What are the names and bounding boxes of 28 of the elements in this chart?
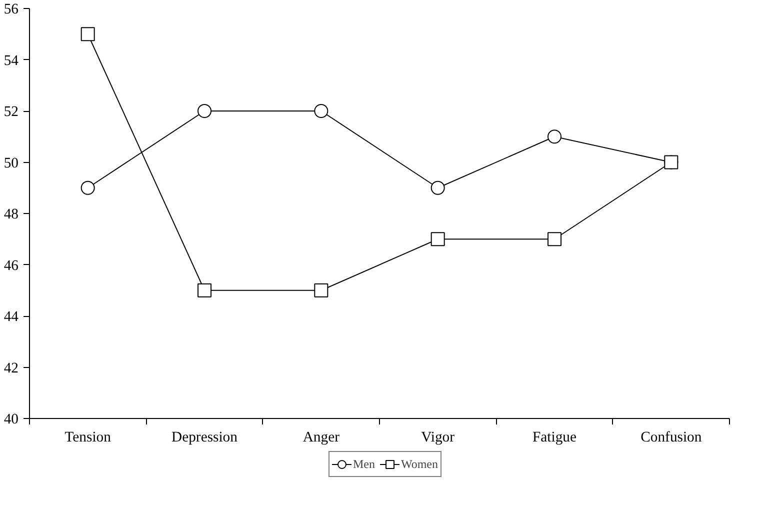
x-tick-label: Anger bbox=[302, 430, 340, 446]
point bbox=[430, 232, 445, 246]
point bbox=[314, 104, 328, 118]
x-tick-label: Fatigue bbox=[532, 430, 576, 446]
y-tick-label: 56 bbox=[4, 2, 18, 18]
y-tick-label: 46 bbox=[4, 258, 18, 274]
x-tick-label: Depression bbox=[172, 430, 238, 446]
y-tick-label: 40 bbox=[4, 412, 18, 428]
x-tick-label: Vigor bbox=[421, 430, 455, 446]
y-tick-label: 44 bbox=[4, 309, 20, 325]
point bbox=[314, 283, 328, 298]
y-tick-label: 50 bbox=[4, 155, 18, 172]
point bbox=[198, 283, 212, 298]
y-tick-label: 42 bbox=[4, 360, 18, 376]
point bbox=[664, 155, 678, 170]
x-tick-label: Confusion bbox=[640, 430, 702, 446]
point bbox=[548, 130, 562, 144]
point bbox=[430, 180, 445, 195]
legend-label: Women bbox=[400, 456, 438, 472]
y-tick-label: 48 bbox=[4, 206, 18, 222]
y-tick-label: 52 bbox=[4, 104, 18, 120]
x-tick-label: Tension bbox=[64, 430, 112, 446]
point bbox=[80, 180, 95, 195]
point bbox=[80, 27, 95, 42]
y-tick-label: 54 bbox=[4, 52, 20, 69]
legend-label: Men bbox=[352, 456, 375, 472]
point bbox=[198, 104, 212, 118]
point bbox=[548, 232, 562, 246]
